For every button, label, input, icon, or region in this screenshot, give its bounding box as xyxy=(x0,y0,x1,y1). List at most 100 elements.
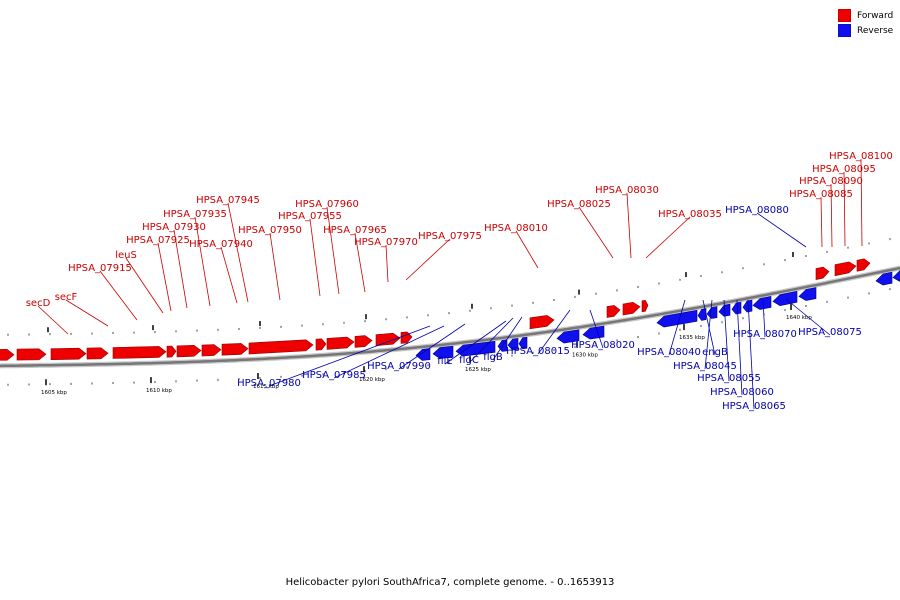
legend-label-forward: Forward xyxy=(857,10,894,21)
forward-gene-label: HPSA_07930 xyxy=(142,222,206,233)
forward-gene-label: HPSA_07975 xyxy=(418,231,482,242)
leader-line xyxy=(326,206,340,295)
forward-gene-label: secF xyxy=(55,292,78,303)
forward-gene-arrow xyxy=(606,305,621,318)
forward-gene-label: HPSA_08035 xyxy=(658,209,722,220)
legend-swatch-reverse xyxy=(838,24,851,37)
forward-gene-label: HPSA_07960 xyxy=(295,199,359,210)
leader-line xyxy=(173,229,188,309)
reverse-gene-label: flgC xyxy=(459,355,479,366)
forward-gene-arrow xyxy=(248,339,314,355)
reverse-gene-label: fliE xyxy=(437,356,452,367)
leader-line xyxy=(578,206,614,259)
forward-gene-label: HPSA_08025 xyxy=(547,199,611,210)
forward-gene-arrow xyxy=(50,347,87,361)
forward-gene-label: HPSA_07965 xyxy=(323,225,387,236)
leader-line xyxy=(589,309,604,349)
forward-gene-arrow xyxy=(166,345,177,358)
leader-line xyxy=(537,309,571,355)
forward-gene-arrow xyxy=(529,315,555,330)
backbone-layer xyxy=(0,265,900,369)
tick-label: 1640 kbp xyxy=(786,315,812,321)
leader-line xyxy=(309,218,321,297)
legend-swatch-forward xyxy=(838,9,851,22)
label-layer: secDsecFHPSA_07915leuSHPSA_07925HPSA_079… xyxy=(26,151,893,412)
forward-gene-arrow xyxy=(641,299,649,313)
reverse-gene-arrow xyxy=(798,287,817,301)
backbone-line xyxy=(0,266,900,368)
reverse-gene-arrow xyxy=(892,270,900,282)
reverse-gene-arrow xyxy=(772,290,798,307)
leader-line xyxy=(398,323,466,370)
reverse-gene-label: HPSA_07985 xyxy=(302,370,366,381)
forward-gene-label: HPSA_08010 xyxy=(484,223,548,234)
reverse-gene-label: HPSA_08020 xyxy=(571,340,635,351)
reverse-gene-arrow xyxy=(706,306,718,319)
leader-line xyxy=(626,192,632,259)
feature-layer xyxy=(0,258,900,361)
tick-label: 1625 kbp xyxy=(465,367,491,373)
leader-line xyxy=(704,299,713,370)
leader-line xyxy=(268,325,431,387)
leader-line xyxy=(756,212,807,248)
forward-gene-label: secD xyxy=(26,298,51,309)
forward-gene-arrow xyxy=(834,261,857,277)
leader-line xyxy=(843,171,846,247)
tick-label: 1615 kbp xyxy=(253,384,279,390)
reverse-gene-label: HPSA_08070 xyxy=(733,329,797,340)
tick-label: 1620 kbp xyxy=(359,377,385,383)
leader-line xyxy=(405,238,451,281)
leader-line xyxy=(736,299,743,396)
reverse-gene-arrow xyxy=(742,299,753,313)
forward-gene-label: HPSA_07925 xyxy=(126,235,190,246)
leader-line xyxy=(385,244,389,283)
forward-gene-label: HPSA_07915 xyxy=(68,263,132,274)
forward-gene-label: HPSA_07950 xyxy=(238,225,302,236)
forward-gene-arrow xyxy=(0,348,15,361)
forward-gene-arrow xyxy=(176,344,202,358)
forward-gene-label: leuS xyxy=(115,250,137,261)
reverse-gene-label: HPSA_08080 xyxy=(725,205,789,216)
forward-gene-label: HPSA_08085 xyxy=(789,189,853,200)
forward-gene-label: HPSA_07945 xyxy=(196,195,260,206)
forward-gene-label: HPSA_07955 xyxy=(278,211,342,222)
tick-label: 1630 kbp xyxy=(572,353,598,359)
tick-layer: 1605 kbp 1610 kbp 1615 kbp 1620 kbp 1625 kbp… xyxy=(7,238,891,396)
leader-line xyxy=(354,232,366,293)
leader-line xyxy=(820,196,823,248)
forward-gene-label: HPSA_07940 xyxy=(189,239,253,250)
tick-label: 1610 kbp xyxy=(146,388,172,394)
leader-line xyxy=(37,305,69,335)
reverse-gene-arrow xyxy=(432,345,454,359)
forward-gene-arrow xyxy=(622,301,641,316)
leader-line xyxy=(157,242,172,312)
map-caption: Helicobacter pylori SouthAfrica7, comple… xyxy=(285,577,615,588)
leader-line xyxy=(785,298,831,336)
reverse-gene-label: HPSA_08075 xyxy=(798,327,862,338)
forward-gene-arrow xyxy=(326,336,355,350)
reverse-gene-arrow xyxy=(415,348,431,361)
reverse-gene-label: HPSA_08040 xyxy=(637,347,701,358)
leader-line xyxy=(99,270,138,321)
forward-gene-arrow xyxy=(16,348,47,361)
reverse-gene-label: HPSA_08045 xyxy=(673,361,737,372)
forward-gene-arrow xyxy=(315,338,327,351)
forward-gene-arrow xyxy=(221,343,249,356)
forward-gene-arrow xyxy=(400,331,413,344)
reverse-gene-arrow xyxy=(752,296,772,310)
forward-gene-label: HPSA_08100 xyxy=(829,151,893,162)
leader-line xyxy=(468,317,514,364)
leader-line xyxy=(515,230,539,269)
forward-gene-arrow xyxy=(201,344,222,357)
forward-gene-arrow xyxy=(856,258,871,272)
leader-line xyxy=(645,216,691,259)
forward-gene-label: HPSA_08030 xyxy=(595,185,659,196)
legend: Forward Reverse xyxy=(838,8,893,38)
reverse-gene-label: flgB xyxy=(483,352,503,363)
reverse-gene-arrow xyxy=(731,301,742,315)
forward-gene-arrow xyxy=(815,266,830,280)
tick-label: 1605 kbp xyxy=(41,390,67,396)
reverse-gene-arrow xyxy=(556,329,580,344)
reverse-gene-label: HPSA_07990 xyxy=(367,361,431,372)
